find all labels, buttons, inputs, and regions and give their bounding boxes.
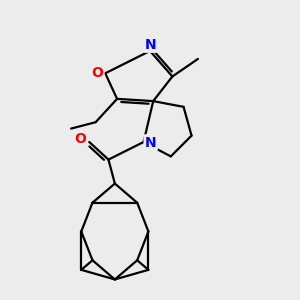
Text: N: N — [145, 38, 157, 52]
Text: N: N — [145, 136, 157, 150]
Text: O: O — [91, 66, 103, 80]
Text: O: O — [74, 132, 86, 146]
